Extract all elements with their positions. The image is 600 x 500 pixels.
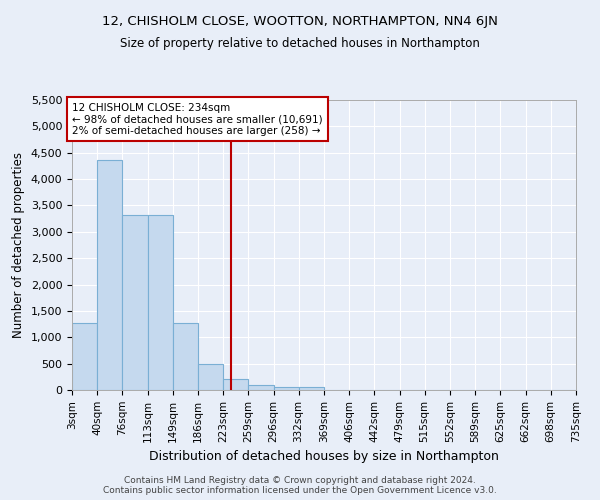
Text: Contains HM Land Registry data © Crown copyright and database right 2024.
Contai: Contains HM Land Registry data © Crown c… [103,476,497,495]
Text: 12, CHISHOLM CLOSE, WOOTTON, NORTHAMPTON, NN4 6JN: 12, CHISHOLM CLOSE, WOOTTON, NORTHAMPTON… [102,15,498,28]
Bar [223,379,248,390]
Text: Size of property relative to detached houses in Northampton: Size of property relative to detached ho… [120,38,480,51]
X-axis label: Distribution of detached houses by size in Northampton: Distribution of detached houses by size … [149,450,499,463]
Bar [173,324,198,390]
Bar [72,324,97,390]
Bar [198,364,223,390]
Bar [299,387,324,390]
Y-axis label: Number of detached properties: Number of detached properties [12,152,25,338]
Bar [148,216,173,390]
Text: 12 CHISHOLM CLOSE: 234sqm
← 98% of detached houses are smaller (10,691)
2% of se: 12 CHISHOLM CLOSE: 234sqm ← 98% of detac… [72,102,323,136]
Bar [97,160,122,390]
Bar [248,386,274,390]
Bar [122,216,148,390]
Bar [274,387,299,390]
